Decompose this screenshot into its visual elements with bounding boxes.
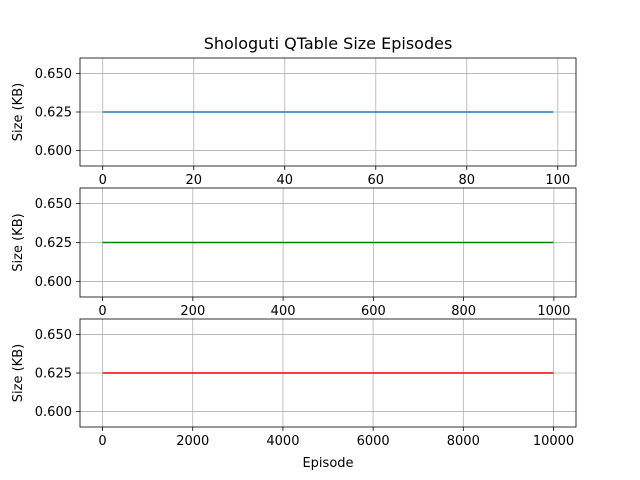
y-axis-label: Size (KB) xyxy=(11,213,26,271)
y-axis-label: Size (KB) xyxy=(11,83,26,141)
x-tick-label: 100 xyxy=(545,173,570,188)
x-tick-label: 800 xyxy=(451,304,476,319)
y-tick-label: 0.625 xyxy=(35,236,72,251)
subplots: 0 20 40 60 80 100 0.600 0.625 0.650 Size (KB) 0 200… xyxy=(11,57,577,449)
x-tick-label: 600 xyxy=(361,304,386,319)
y-tick-label: 0.650 xyxy=(35,197,72,212)
subplot-1: 0 20 40 60 80 100 0.600 0.625 0.650 Size (KB) xyxy=(11,57,577,188)
x-axis-label: Episode xyxy=(302,456,353,471)
x-tick-label: 80 xyxy=(459,173,476,188)
x-tick-label: 60 xyxy=(368,173,385,188)
chart-title: Shologuti QTable Size Episodes xyxy=(204,34,453,53)
subplot-2: 0 200 400 600 800 1000 0.600 0.625 0.650 Size (KB… xyxy=(11,187,577,319)
x-tick-label: 20 xyxy=(185,173,202,188)
x-tick-label: 4000 xyxy=(266,434,299,449)
x-tick-label: 0 xyxy=(99,173,107,188)
x-tick-label: 1000 xyxy=(537,304,570,319)
x-tick-label: 0 xyxy=(98,434,106,449)
subplot-3: 0 2000 4000 6000 8000 10000 0.600 0.625 0.650 Siz… xyxy=(11,318,577,449)
y-tick-label: 0.650 xyxy=(35,67,72,82)
y-tick-label: 0.650 xyxy=(35,328,72,343)
x-tick-label: 0 xyxy=(98,304,106,319)
x-tick-label: 400 xyxy=(271,304,296,319)
x-tick-label: 2000 xyxy=(176,434,209,449)
y-tick-label: 0.600 xyxy=(35,144,72,159)
y-tick-label: 0.600 xyxy=(35,275,72,290)
y-tick-label: 0.600 xyxy=(35,405,72,420)
x-tick-label: 200 xyxy=(180,304,205,319)
x-tick-label: 40 xyxy=(276,173,293,188)
y-axis-label: Size (KB) xyxy=(11,344,26,402)
y-tick-label: 0.625 xyxy=(35,367,72,382)
x-tick-label: 10000 xyxy=(533,434,574,449)
x-tick-label: 6000 xyxy=(357,434,390,449)
y-tick-label: 0.625 xyxy=(35,106,72,121)
x-tick-label: 8000 xyxy=(447,434,480,449)
